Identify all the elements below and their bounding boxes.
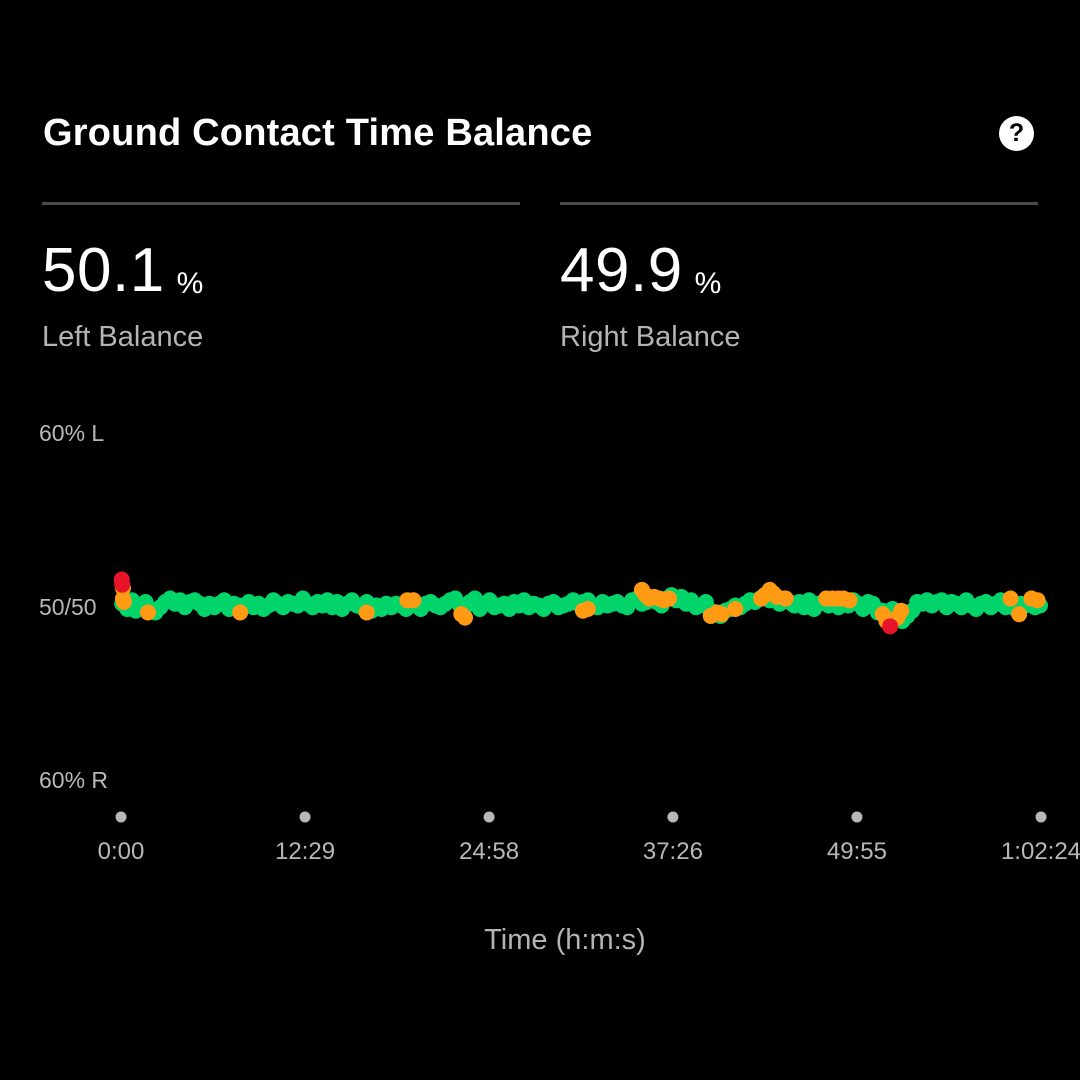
x-tick-dot — [115, 811, 127, 823]
orange-data-point — [358, 604, 375, 621]
left-balance-stat: 50.1% Left Balance — [42, 202, 520, 354]
orange-series — [114, 580, 1046, 631]
y-tick-label-middle: 50/50 — [39, 594, 97, 620]
x-tick-label: 24:58 — [459, 838, 519, 865]
red-data-point — [114, 576, 131, 593]
left-balance-label: Left Balance — [42, 321, 204, 353]
orange-data-point — [579, 600, 596, 617]
x-axis-title: Time (h:m:s) — [484, 924, 646, 956]
left-stat-divider — [42, 202, 520, 205]
orange-data-point — [893, 602, 910, 619]
x-tick-dot — [483, 811, 495, 823]
page-title: Ground Contact Time Balance — [43, 112, 593, 154]
right-balance-label: Right Balance — [560, 321, 741, 353]
red-series — [113, 571, 899, 635]
left-balance-value: 50.1 — [42, 236, 165, 305]
x-tick-label: 49:55 — [827, 838, 887, 865]
orange-data-point — [660, 590, 677, 607]
left-balance-unit: % — [176, 267, 204, 300]
x-tick-label: 0:00 — [98, 838, 145, 865]
orange-data-point — [115, 594, 132, 611]
x-tick-label: 12:29 — [275, 838, 335, 865]
right-stat-divider — [560, 202, 1038, 205]
orange-data-point — [1011, 606, 1028, 623]
orange-data-point — [777, 590, 794, 607]
red-data-point — [882, 618, 899, 635]
x-tick-dot — [667, 811, 679, 823]
x-tick-dot — [1035, 811, 1047, 823]
orange-data-point — [713, 606, 730, 623]
orange-data-point — [841, 592, 858, 609]
orange-data-point — [232, 604, 249, 621]
x-tick-label: 37:26 — [643, 838, 703, 865]
orange-data-point — [457, 609, 474, 626]
x-tick-label: 1:02:24 — [1001, 838, 1080, 865]
orange-data-point — [1029, 592, 1046, 609]
x-tick-dot — [851, 811, 863, 823]
orange-data-point — [405, 592, 422, 609]
right-balance-value-row: 49.9% — [560, 240, 1038, 302]
right-balance-value: 49.9 — [560, 236, 683, 305]
left-balance-value-row: 50.1% — [42, 240, 520, 302]
right-balance-unit: % — [694, 267, 722, 300]
y-tick-label-bottom: 60% R — [39, 767, 109, 793]
orange-data-point — [1002, 590, 1019, 607]
y-tick-label-top: 60% L — [39, 420, 105, 446]
help-icon[interactable]: ? — [999, 116, 1034, 151]
orange-data-point — [727, 600, 744, 617]
right-balance-stat: 49.9% Right Balance — [560, 202, 1038, 354]
x-tick-dot — [299, 811, 311, 823]
orange-data-point — [140, 604, 157, 621]
